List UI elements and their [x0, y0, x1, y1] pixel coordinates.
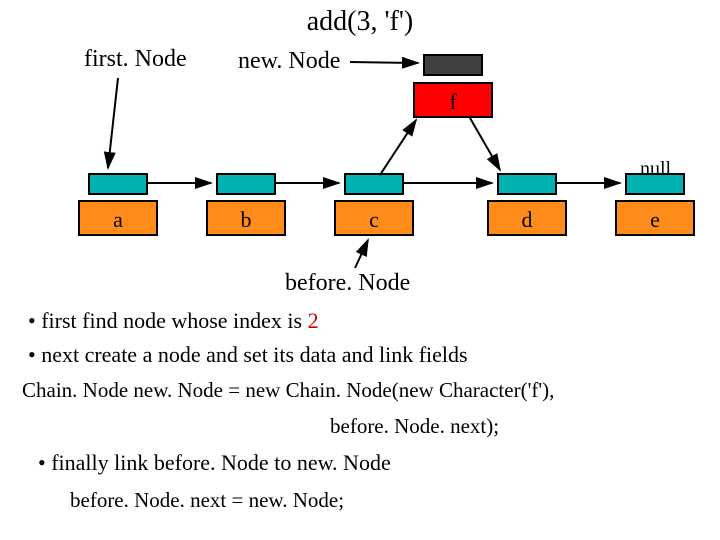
- bullet-1-red: 2: [308, 308, 319, 333]
- first-node-label: first. Node: [84, 46, 187, 73]
- ptr-box-d: [497, 173, 557, 195]
- ptr-box-c: [344, 173, 404, 195]
- node-d: d: [487, 200, 567, 236]
- bullet-3-pre: • finally link: [38, 450, 154, 475]
- bullet-3-new: new. Node: [297, 450, 391, 475]
- bullet-3-before: before. Node: [154, 450, 269, 475]
- bullet-2: • next create a node and set its data an…: [28, 342, 468, 368]
- before-node-label: before. Node: [285, 270, 410, 297]
- code-line-1: Chain. Node new. Node = new Chain. Node(…: [22, 378, 554, 403]
- title: add(3, 'f'): [307, 6, 414, 38]
- node-e: e: [615, 200, 695, 236]
- node-b: b: [206, 200, 286, 236]
- bullet-3: • finally link before. Node to new. Node: [38, 450, 391, 476]
- ptr-box-f: [423, 54, 483, 76]
- bullet-3-mid: to: [269, 450, 297, 475]
- ptr-box-b: [216, 173, 276, 195]
- ptr-box-a: [88, 173, 148, 195]
- bullet-1: • first find node whose index is 2: [28, 308, 319, 334]
- node-a: a: [78, 200, 158, 236]
- bullet-1-text: • first find node whose index is: [28, 308, 308, 333]
- code-line-2: before. Node. next);: [330, 414, 499, 439]
- code-line-3: before. Node. next = new. Node;: [70, 488, 344, 513]
- node-c: c: [334, 200, 414, 236]
- new-node-label: new. Node: [238, 48, 340, 75]
- ptr-box-e: [625, 173, 685, 195]
- node-f: f: [413, 82, 493, 118]
